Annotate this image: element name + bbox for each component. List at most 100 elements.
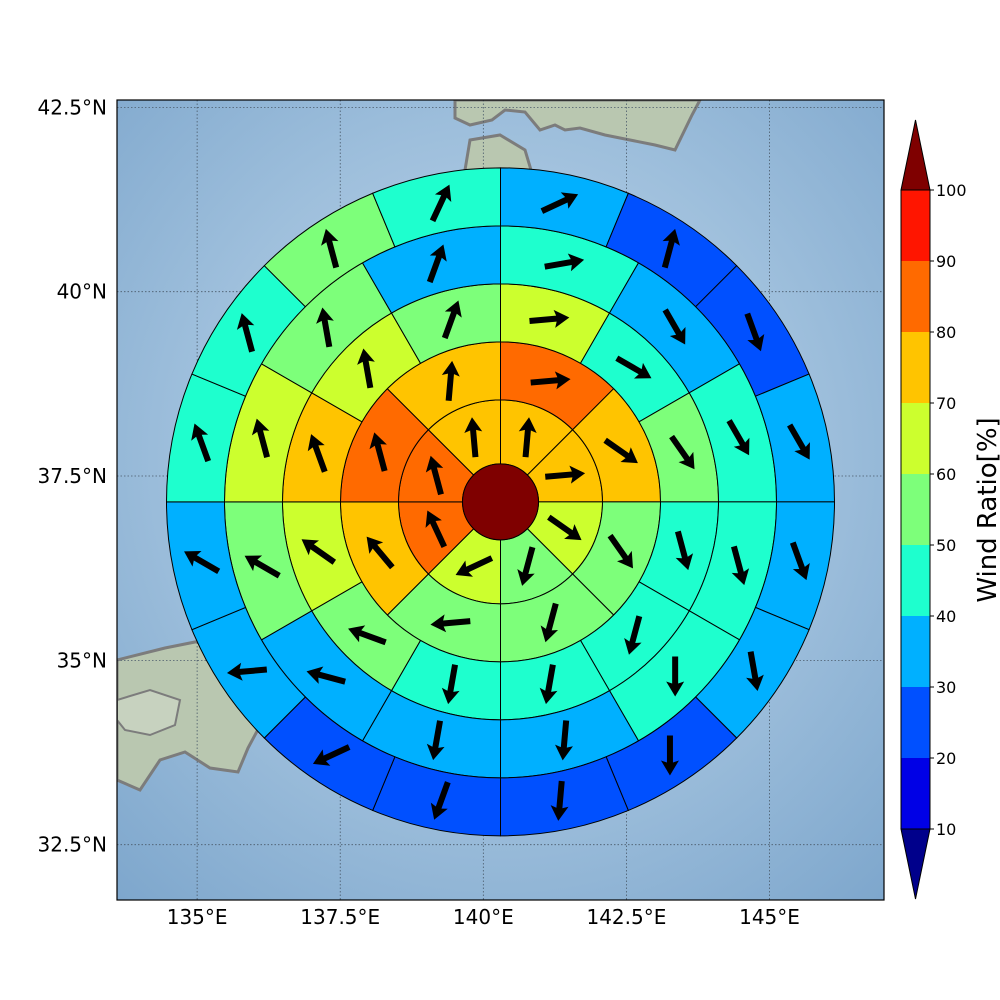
colorbar-tick-label: 30 — [936, 678, 956, 697]
wind-arrow — [441, 360, 460, 402]
wind-arrow — [518, 417, 537, 458]
center-cell — [462, 463, 539, 541]
wind-arrow — [236, 313, 255, 353]
colorbar-tick-label: 40 — [936, 607, 956, 626]
wind-arrow — [731, 545, 750, 586]
shikoku-land — [117, 688, 182, 737]
colorbar-segment — [901, 687, 930, 758]
wind-arrow — [744, 312, 765, 352]
wind-arrow — [666, 656, 685, 697]
wind-arrow — [426, 720, 445, 761]
wind-arrow — [607, 533, 633, 569]
wind-arrow — [425, 510, 447, 549]
wind-direction-arrows — [184, 184, 810, 821]
colorbar-tick-label: 80 — [936, 323, 956, 342]
wind-arrow — [191, 423, 212, 463]
wind-arrow — [226, 662, 268, 681]
wind-arrow — [787, 423, 810, 460]
wind-arrow — [726, 419, 750, 456]
wind-arrow — [184, 551, 221, 574]
colorbar-segment — [901, 403, 930, 474]
colorbar-tick-label: 50 — [936, 536, 956, 555]
wind-arrow — [426, 244, 447, 284]
wind-arrow — [244, 555, 281, 579]
wind-arrow — [550, 780, 569, 821]
wind-arrow — [662, 308, 686, 345]
wind-arrow — [540, 192, 579, 214]
wind-arrow — [301, 539, 337, 565]
lat-tick-label: 35°N — [57, 648, 107, 672]
wind-arrow — [603, 437, 638, 464]
lat-tick-label: 37.5°N — [38, 464, 108, 488]
colorbar-label: Wind Ratio[%] — [973, 417, 1000, 602]
wind-arrow — [366, 536, 395, 570]
wind-arrow — [455, 555, 494, 577]
hokkaido-land — [453, 100, 702, 152]
colorbar: 10 20 30 40 50 60 70 80 90 100 — [900, 119, 967, 900]
wind-arrow — [674, 530, 694, 571]
wind-arrow — [425, 455, 444, 496]
colorbar-high-extension — [900, 119, 931, 191]
wind-arrow — [464, 417, 483, 458]
wind-arrow — [539, 664, 558, 705]
latitude-tick-labels: 32.5°N 35°N 37.5°N 40°N 42.5°N — [38, 95, 108, 856]
lon-tick-label: 137.5°E — [300, 905, 380, 929]
wind-arrow — [544, 253, 585, 272]
colorbar-segment — [901, 190, 930, 261]
wind-arrow — [517, 546, 536, 586]
colorbar-segment — [901, 332, 930, 403]
colorbar-tick-label: 60 — [936, 465, 956, 484]
lat-tick-label: 40°N — [57, 280, 107, 304]
wind-arrow — [357, 348, 375, 389]
lat-tick-label: 42.5°N — [38, 95, 108, 119]
wind-arrow — [441, 664, 460, 705]
colorbar-segment — [901, 474, 930, 545]
colorbar-tick-label: 70 — [936, 394, 956, 413]
wind-arrow — [430, 781, 451, 820]
colorbar-segment — [901, 545, 930, 616]
colorbar-segment — [901, 616, 930, 687]
wind-arrow — [441, 300, 462, 340]
wind-arrow — [669, 434, 695, 470]
wind-arrow — [251, 418, 270, 459]
wind-arrow — [547, 514, 582, 541]
wind-arrow — [540, 602, 559, 643]
wind-arrow — [312, 744, 351, 766]
colorbar-segment — [901, 261, 930, 332]
colorbar-tick-label: 10 — [936, 820, 956, 839]
wind-arrow — [529, 309, 570, 328]
lon-tick-label: 142.5°E — [586, 905, 666, 929]
lon-tick-label: 145°E — [739, 905, 800, 929]
wind-arrow — [661, 228, 680, 269]
lon-tick-label: 140°E — [453, 905, 514, 929]
wind-arrow — [530, 371, 571, 390]
wind-ratio-sectors — [165, 167, 836, 837]
wind-arrow — [660, 735, 679, 776]
lon-tick-label: 135°E — [167, 905, 228, 929]
wind-arrow — [555, 720, 573, 761]
wind-arrow — [615, 355, 652, 379]
wind-arrow — [544, 465, 586, 484]
wind-arrow — [307, 434, 328, 473]
colorbar-low-extension — [900, 828, 931, 900]
colorbar-tick-label: 20 — [936, 749, 956, 768]
colorbar-tick-label: 100 — [936, 181, 967, 200]
wind-arrow — [348, 625, 387, 646]
wind-arrow — [789, 541, 810, 581]
wind-arrow — [321, 228, 340, 269]
map-area — [116, 99, 885, 901]
colorbar-segment — [901, 758, 930, 829]
colorbar-tick-label: 90 — [936, 252, 956, 271]
wind-arrow — [430, 614, 471, 633]
colorbar-outline — [900, 189, 931, 830]
longitude-tick-labels: 135°E 137.5°E 140°E 142.5°E 145°E — [167, 905, 800, 929]
wind-arrow — [624, 615, 643, 655]
wind-arrow — [306, 666, 346, 685]
lat-tick-label: 32.5°N — [38, 833, 108, 857]
wind-arrow — [369, 432, 388, 472]
wind-arrow — [429, 184, 452, 223]
wind-arrow — [746, 651, 764, 691]
wind-arrow — [316, 307, 334, 348]
map-frame — [116, 99, 885, 901]
